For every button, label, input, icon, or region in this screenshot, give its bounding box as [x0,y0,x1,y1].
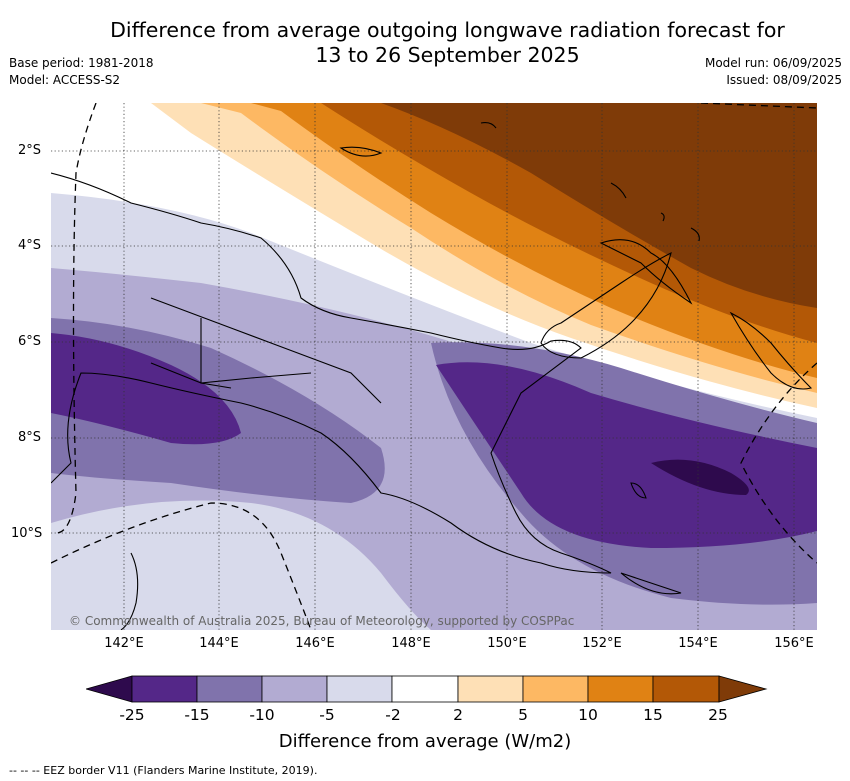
model-label: Model: ACCESS-S2 [9,73,121,87]
colorbar-tick-2: -10 [249,706,275,724]
colorbar-swatch-10 [718,675,768,703]
colorbar-tick-8: 15 [643,706,663,724]
lat-label-2s: 2°S [18,143,42,158]
issued-label: Issued: 08/09/2025 [726,73,842,87]
colorbar-swatch-0 [84,675,133,703]
eez-legend-note: -- -- -- EEZ border V11 (Flanders Marine… [9,764,318,777]
colorbar-tick-7: 10 [578,706,598,724]
map-canvas [51,103,817,630]
lon-label-142e: 142°E [104,636,144,651]
colorbar-swatch-8 [587,675,654,703]
map-title: Difference from average outgoing longwav… [0,18,850,68]
lat-label-10s: 10°S [11,526,43,541]
colorbar-swatch-7 [522,675,589,703]
colorbar-tick-0: -25 [119,706,145,724]
colorbar-tick-3: -5 [319,706,335,724]
colorbar-swatch-3 [261,675,328,703]
colorbar-tick-6: 5 [518,706,528,724]
lon-label-152e: 152°E [582,636,622,651]
colorbar-swatch-6 [457,675,524,703]
meta-left: Base period: 1981-2018 Model: ACCESS-S2 [9,55,154,89]
colorbar-tick-4: -2 [385,706,401,724]
lat-label-6s: 6°S [18,334,42,349]
colorbar-tick-1: -15 [184,706,210,724]
copyright-notice: © Commonwealth of Australia 2025, Bureau… [69,614,575,628]
colorbar-label: Difference from average (W/m2) [278,731,572,752]
lon-label-156e: 156°E [774,636,814,651]
lon-label-148e: 148°E [391,636,431,651]
colorbar-swatch-1 [131,675,198,703]
colorbar-swatch-4 [326,675,393,703]
lon-label-154e: 154°E [678,636,718,651]
title-line-1: Difference from average outgoing longwav… [110,18,785,42]
colorbar-tick-5: 2 [453,706,463,724]
base-period-label: Base period: 1981-2018 [9,56,154,70]
colorbar-tick-9: 25 [708,706,728,724]
lon-label-144e: 144°E [199,636,239,651]
model-run-label: Model run: 06/09/2025 [704,56,842,70]
colorbar-swatches [84,675,768,703]
meta-right: Model run: 06/09/2025 Issued: 08/09/2025 [705,55,842,89]
title-line-2: 13 to 26 September 2025 [315,43,580,67]
colorbar-swatch-5 [391,675,459,703]
lon-label-150e: 150°E [487,636,527,651]
lat-label-4s: 4°S [18,238,42,253]
colorbar [84,675,768,709]
lat-label-8s: 8°S [18,430,42,445]
colorbar-swatch-2 [196,675,263,703]
lon-label-146e: 146°E [295,636,335,651]
colorbar-swatch-9 [652,675,720,703]
olr-anomaly-map[interactable] [51,103,817,630]
